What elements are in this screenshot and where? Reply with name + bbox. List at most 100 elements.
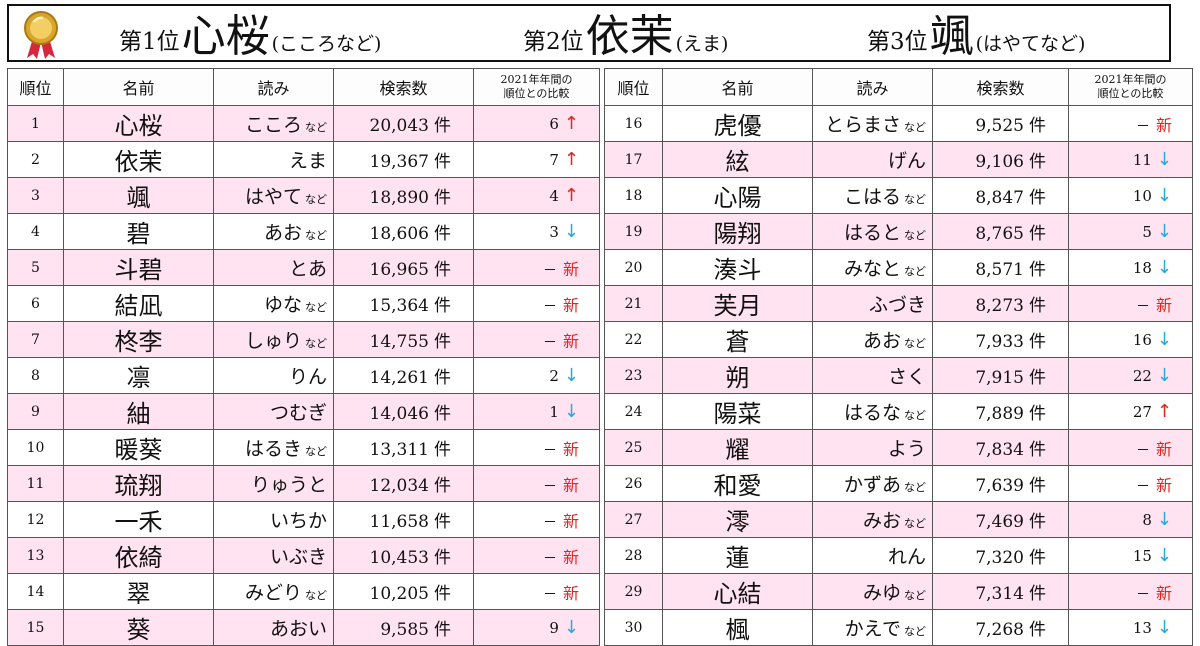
arrow-down-icon: ↓ bbox=[563, 617, 579, 638]
compare-cell: －新 bbox=[1068, 465, 1193, 502]
prev-rank: 9 bbox=[549, 619, 559, 637]
count-cell: 7,915 件 bbox=[932, 357, 1069, 394]
nado-suffix: など bbox=[904, 337, 926, 350]
name-cell: 琉翔 bbox=[63, 465, 214, 502]
rank-cell: 7 bbox=[7, 321, 64, 358]
rank-cell: 17 bbox=[604, 141, 663, 178]
rank-cell: 27 bbox=[604, 501, 663, 538]
rank-cell: 12 bbox=[7, 501, 64, 538]
count-unit: 件 bbox=[434, 620, 451, 640]
yomi-text: とあ bbox=[288, 258, 327, 280]
count-value: 20,043 bbox=[369, 116, 429, 136]
prev-rank: － bbox=[1135, 298, 1150, 315]
count-header: 検索数 bbox=[333, 68, 474, 106]
count-value: 7,469 bbox=[975, 512, 1024, 532]
count-cell: 14,261 件 bbox=[333, 357, 474, 394]
compare-cell: 22 ↓ bbox=[1068, 357, 1193, 394]
yomi-text: ふづき bbox=[868, 294, 926, 316]
rank-cell: 5 bbox=[7, 249, 64, 286]
compare-cell: －新 bbox=[1068, 105, 1193, 142]
rank-cell: 8 bbox=[7, 357, 64, 394]
nado-suffix: など bbox=[305, 229, 327, 242]
compare-header: 2021年年間の 順位との比較 bbox=[1068, 68, 1193, 106]
rank-cell: 23 bbox=[604, 357, 663, 394]
count-unit: 件 bbox=[1029, 224, 1046, 244]
table-row: 18 心陽 こはる など 8,847 件 10 ↓ bbox=[604, 177, 1193, 214]
count-unit: 件 bbox=[1029, 476, 1046, 496]
yomi-cell: みゆ など bbox=[812, 573, 933, 610]
second-place-label: 第2位 bbox=[523, 29, 584, 55]
table-row: 5 斗碧 とあ 16,965 件－新 bbox=[7, 249, 600, 286]
yomi-text: みどり bbox=[244, 582, 302, 604]
arrow-down-icon: ↓ bbox=[1156, 149, 1172, 170]
name-cell: 依茉 bbox=[63, 141, 214, 178]
prev-rank: 1 bbox=[549, 403, 559, 421]
prev-rank: － bbox=[542, 514, 557, 531]
count-unit: 件 bbox=[434, 332, 451, 352]
yomi-text: はるな bbox=[843, 402, 901, 424]
yomi-header: 読み bbox=[213, 68, 334, 106]
yomi-cell: はると など bbox=[812, 213, 933, 250]
yomi-text: ゆな bbox=[263, 294, 302, 316]
count-cell: 7,834 件 bbox=[932, 429, 1069, 466]
yomi-cell: とあ bbox=[213, 249, 334, 286]
compare-cell: －新 bbox=[473, 501, 600, 538]
count-unit: 件 bbox=[434, 512, 451, 532]
table-row: 30 楓かえで など 7,268 件 13 ↓ bbox=[604, 609, 1193, 646]
name-cell: 凛 bbox=[63, 357, 214, 394]
yomi-text: はやて bbox=[244, 186, 302, 208]
count-unit: 件 bbox=[434, 260, 451, 280]
prev-rank: 13 bbox=[1132, 619, 1152, 637]
table-row: 29 心結 みゆ など 7,314 件－新 bbox=[604, 573, 1193, 610]
prev-rank: － bbox=[1135, 478, 1150, 495]
name-cell: 陽菜 bbox=[662, 393, 813, 430]
arrow-down-icon: ↓ bbox=[1156, 509, 1172, 530]
rank-cell: 15 bbox=[7, 609, 64, 646]
rank-cell: 9 bbox=[7, 393, 64, 430]
count-unit: 件 bbox=[434, 584, 451, 604]
count-cell: 8,847 件 bbox=[932, 177, 1069, 214]
rank-cell: 6 bbox=[7, 285, 64, 322]
count-value: 14,046 bbox=[369, 404, 429, 424]
yomi-cell: いぶき bbox=[213, 537, 334, 574]
prev-rank: － bbox=[542, 586, 557, 603]
yomi-text: えま bbox=[288, 150, 327, 172]
yomi-cell: はやて など bbox=[213, 177, 334, 214]
count-cell: 10,205 件 bbox=[333, 573, 474, 610]
yomi-text: みゆ bbox=[862, 582, 901, 604]
rank-cell: 21 bbox=[604, 285, 663, 322]
table-row: 23 朔さく 7,915 件 22 ↓ bbox=[604, 357, 1193, 394]
name-cell: 柊李 bbox=[63, 321, 214, 358]
name-cell: 碧 bbox=[63, 213, 214, 250]
compare-cell: －新 bbox=[473, 429, 600, 466]
yomi-cell: こはる など bbox=[812, 177, 933, 214]
third-place-name: 颯 bbox=[929, 11, 974, 62]
count-value: 7,314 bbox=[975, 584, 1024, 604]
yomi-text: れん bbox=[887, 546, 926, 568]
count-cell: 9,106 件 bbox=[932, 141, 1069, 178]
count-unit: 件 bbox=[1029, 260, 1046, 280]
new-entry-badge: 新 bbox=[562, 439, 579, 459]
count-value: 8,571 bbox=[975, 260, 1024, 280]
compare-cell: 18 ↓ bbox=[1068, 249, 1193, 286]
count-cell: 7,639 件 bbox=[932, 465, 1069, 502]
table-row: 10 暖葵 はるき など 13,311 件－新 bbox=[7, 429, 600, 466]
count-unit: 件 bbox=[434, 152, 451, 172]
yomi-text: みお bbox=[862, 510, 901, 532]
yomi-cell: いちか bbox=[213, 501, 334, 538]
arrow-down-icon: ↓ bbox=[1156, 617, 1172, 638]
compare-cell: －新 bbox=[1068, 429, 1193, 466]
count-value: 7,915 bbox=[975, 368, 1024, 388]
yomi-cell: とらまさ など bbox=[812, 105, 933, 142]
count-value: 9,585 bbox=[380, 620, 429, 640]
compare-cell: －新 bbox=[1068, 285, 1193, 322]
count-unit: 件 bbox=[1029, 332, 1046, 352]
yomi-text: あお bbox=[862, 330, 901, 352]
name-cell: 和愛 bbox=[662, 465, 813, 502]
rank-cell: 30 bbox=[604, 609, 663, 646]
arrow-up-icon: ↑ bbox=[1156, 401, 1172, 422]
compare-cell: 13 ↓ bbox=[1068, 609, 1193, 646]
prev-rank: － bbox=[542, 298, 557, 315]
count-value: 7,889 bbox=[975, 404, 1024, 424]
arrow-down-icon: ↓ bbox=[563, 221, 579, 242]
